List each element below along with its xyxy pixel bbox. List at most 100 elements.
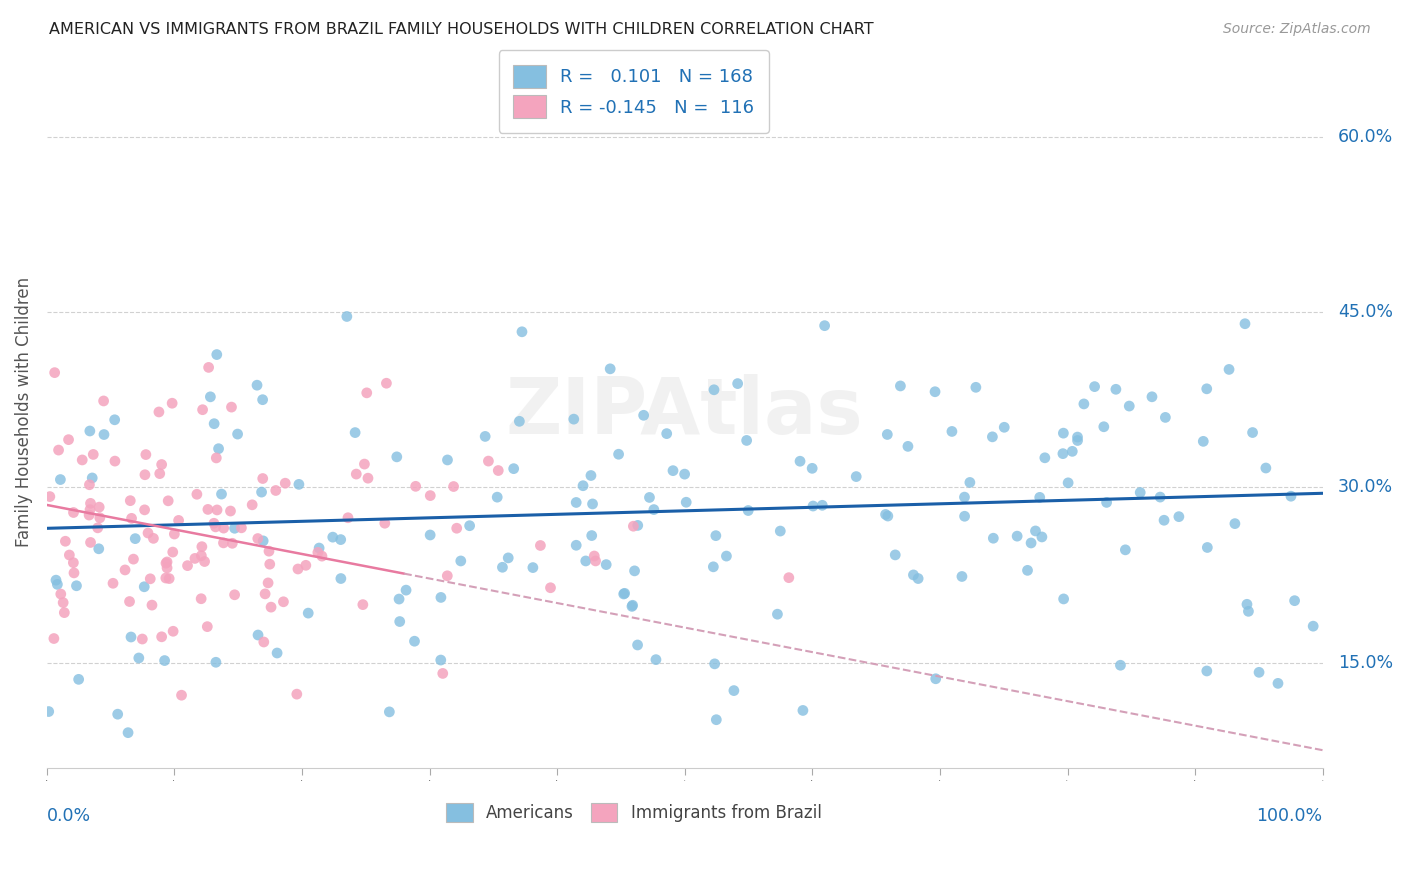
Point bbox=[79, 496, 101, 510]
Point bbox=[993, 420, 1015, 434]
Point bbox=[529, 539, 551, 553]
Point bbox=[1241, 425, 1264, 440]
Point bbox=[295, 558, 318, 573]
Point bbox=[252, 392, 274, 407]
Point bbox=[1017, 563, 1039, 577]
Point bbox=[1302, 619, 1324, 633]
Point bbox=[79, 535, 101, 549]
Point bbox=[141, 598, 163, 612]
Text: 100.0%: 100.0% bbox=[1257, 807, 1323, 825]
Point bbox=[329, 572, 352, 586]
Point bbox=[200, 390, 222, 404]
Point bbox=[155, 571, 177, 585]
Point bbox=[176, 558, 198, 573]
Point bbox=[104, 413, 127, 427]
Point bbox=[202, 417, 225, 431]
Y-axis label: Family Households with Children: Family Households with Children bbox=[15, 277, 32, 547]
Point bbox=[443, 479, 465, 493]
Point bbox=[1105, 382, 1128, 396]
Point bbox=[82, 447, 104, 461]
Point bbox=[211, 487, 233, 501]
Point bbox=[49, 587, 72, 601]
Point bbox=[1218, 362, 1240, 376]
Point bbox=[58, 548, 80, 562]
Point bbox=[778, 571, 800, 585]
Point bbox=[884, 548, 907, 562]
Point bbox=[620, 599, 643, 614]
Point bbox=[1028, 491, 1050, 505]
Point bbox=[274, 476, 297, 491]
Point bbox=[49, 473, 72, 487]
Point bbox=[197, 360, 219, 375]
Point bbox=[375, 376, 398, 391]
Point bbox=[1195, 382, 1218, 396]
Point bbox=[638, 491, 661, 505]
Point bbox=[432, 666, 454, 681]
Point bbox=[117, 725, 139, 739]
Point bbox=[607, 447, 630, 461]
Point bbox=[374, 516, 396, 531]
Point bbox=[458, 518, 481, 533]
Point bbox=[297, 606, 319, 620]
Point bbox=[845, 469, 868, 483]
Point bbox=[93, 427, 115, 442]
Point bbox=[575, 554, 598, 568]
Point bbox=[474, 429, 496, 443]
Point bbox=[876, 427, 898, 442]
Point bbox=[792, 703, 814, 717]
Point bbox=[1109, 658, 1132, 673]
Point bbox=[633, 409, 655, 423]
Point bbox=[1236, 597, 1258, 611]
Point bbox=[388, 592, 411, 607]
Point bbox=[221, 536, 243, 550]
Point bbox=[385, 450, 408, 464]
Point bbox=[155, 556, 177, 570]
Point bbox=[150, 630, 173, 644]
Text: ZIPAtlas: ZIPAtlas bbox=[506, 374, 863, 450]
Point bbox=[508, 414, 530, 428]
Point bbox=[162, 545, 184, 559]
Point bbox=[924, 384, 946, 399]
Point bbox=[889, 379, 911, 393]
Point bbox=[224, 521, 246, 535]
Point bbox=[344, 467, 367, 481]
Point bbox=[613, 587, 636, 601]
Point bbox=[58, 433, 80, 447]
Point bbox=[257, 544, 280, 558]
Point bbox=[1031, 530, 1053, 544]
Text: 30.0%: 30.0% bbox=[1339, 478, 1393, 497]
Point bbox=[735, 434, 758, 448]
Point bbox=[1052, 447, 1074, 461]
Point bbox=[308, 541, 330, 555]
Point bbox=[136, 526, 159, 541]
Point bbox=[135, 448, 157, 462]
Point bbox=[1005, 529, 1028, 543]
Point bbox=[46, 577, 69, 591]
Point bbox=[121, 511, 143, 525]
Point bbox=[193, 555, 215, 569]
Point bbox=[87, 541, 110, 556]
Point bbox=[941, 425, 963, 439]
Text: 15.0%: 15.0% bbox=[1339, 654, 1393, 672]
Point bbox=[1149, 490, 1171, 504]
Point bbox=[79, 502, 101, 516]
Point bbox=[1237, 604, 1260, 618]
Point bbox=[419, 528, 441, 542]
Point bbox=[260, 600, 283, 615]
Point bbox=[170, 688, 193, 702]
Point bbox=[150, 458, 173, 472]
Point bbox=[405, 479, 427, 493]
Point bbox=[287, 562, 309, 576]
Point bbox=[156, 561, 179, 575]
Point bbox=[157, 493, 180, 508]
Point bbox=[336, 310, 359, 324]
Point bbox=[645, 653, 668, 667]
Point bbox=[44, 366, 66, 380]
Point bbox=[477, 454, 499, 468]
Point bbox=[45, 573, 67, 587]
Point bbox=[252, 471, 274, 485]
Point bbox=[149, 467, 172, 481]
Legend: R =   0.101   N = 168, R = -0.145   N =  116: R = 0.101 N = 168, R = -0.145 N = 116 bbox=[499, 50, 769, 133]
Point bbox=[266, 646, 288, 660]
Text: 0.0%: 0.0% bbox=[46, 807, 91, 825]
